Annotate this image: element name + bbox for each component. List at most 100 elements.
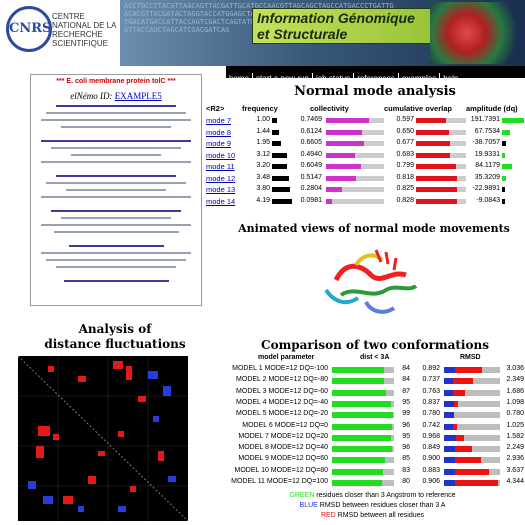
frequency-value: 1.44 <box>256 127 270 135</box>
rmsd-close-segment <box>444 400 455 407</box>
dist-value: 85 <box>402 455 410 463</box>
mode-link[interactable]: mode 7 <box>206 116 232 125</box>
cnrs-logo[interactable]: CNRS CENTRE NATIONAL DE LA RECHERCHE SCI… <box>0 0 120 65</box>
comparison-header-model: model parameter <box>258 354 315 361</box>
distance-fluctuation-map <box>18 356 188 521</box>
comparison-header-row: model parameter dist < 3A RMSD <box>220 354 520 364</box>
collectivity-bar <box>326 175 384 181</box>
mode-link[interactable]: mode 14 <box>206 196 236 206</box>
amplitude-value: -38.7057 <box>472 139 500 146</box>
nma-row: mode 9 1.95 0.6605 0.677 -38.7057 <box>206 139 524 149</box>
mode-link[interactable]: mode 13 <box>206 185 236 194</box>
rmsd-bar <box>444 389 500 396</box>
frequency-value: 3.12 <box>256 150 270 158</box>
distance-title-line1: Analysis of <box>78 322 152 336</box>
rmsd-all-segment <box>455 457 481 464</box>
dist-value: 95 <box>402 432 410 440</box>
rmsd-bar <box>444 412 500 419</box>
mode-link[interactable]: mode 9 <box>206 139 232 148</box>
collectivity-bar <box>326 187 384 192</box>
distance-title-line2: distance fluctuations <box>44 337 186 351</box>
collectivity-bar <box>326 129 384 135</box>
thumbnail-heading: *** E. coli membrane protein tolC *** <box>56 78 176 85</box>
overlap-value: 0.650 <box>396 127 414 135</box>
rmsd-all-segment <box>454 400 458 407</box>
frequency-value: 1.00 <box>256 116 270 123</box>
thumbnail-id-link[interactable]: EXAMPLE5 <box>114 91 162 101</box>
nav-home[interactable]: home <box>226 73 254 85</box>
dist-value: 87 <box>402 387 410 395</box>
model-parameter: MODEL 10 MODE=12 DQ=80 <box>234 466 328 474</box>
model-parameter: MODEL 2 MODE=12 DQ=-80 <box>236 376 328 384</box>
frequency-bar <box>272 118 277 123</box>
thumbnail-text-line <box>56 175 176 177</box>
rmsd-bar <box>444 400 500 407</box>
dist-value: 96 <box>402 444 410 452</box>
collectivity-bar <box>326 118 384 123</box>
overlap-bar <box>416 187 466 192</box>
dist-value: 96 <box>402 421 410 429</box>
mode-link[interactable]: mode 12 <box>206 173 236 183</box>
comparison-row: MODEL 11 MODE=12 DQ=100 80 0.906 4.344 <box>220 478 525 489</box>
rmsd-all-segment <box>456 434 464 441</box>
amplitude-bar <box>502 129 510 135</box>
collectivity-value: 0.6605 <box>300 139 322 146</box>
rmsd-all-value: 1.098 <box>506 398 524 406</box>
thumbnail-text-line <box>46 182 186 184</box>
amplitude-value: 191.7391 <box>470 116 500 123</box>
comparison-row: MODEL 8 MODE=12 DQ=40 96 0.849 2.249 <box>220 444 525 455</box>
dist-value: 84 <box>402 365 410 372</box>
nav-help[interactable]: help <box>443 74 459 83</box>
nav-references[interactable]: references <box>354 73 399 85</box>
rmsd-all-segment <box>453 378 474 385</box>
rmsd-close-value: 0.849 <box>422 444 440 452</box>
rmsd-close-segment <box>444 412 454 419</box>
mode-link[interactable]: mode 11 <box>206 162 235 171</box>
rmsd-close-value: 0.780 <box>422 410 440 418</box>
rmsd-all-value: 1.025 <box>506 421 524 429</box>
collectivity-value: 0.2804 <box>300 185 322 192</box>
rmsd-all-value: 2.249 <box>506 444 524 452</box>
frequency-value: 4.19 <box>256 196 270 204</box>
rmsd-close-value: 0.737 <box>422 376 440 384</box>
nav-examples[interactable]: examples <box>399 73 441 85</box>
collectivity-value: 0.7469 <box>300 116 322 123</box>
collectivity-bar <box>326 152 384 158</box>
mode-link[interactable]: mode 10 <box>206 150 236 160</box>
thumbnail-text-line <box>41 196 191 198</box>
frequency-bar <box>272 152 287 158</box>
nav-start-new-run[interactable]: start a new run <box>253 73 313 85</box>
thumbnail-id: elNémo ID: EXAMPLE5 <box>31 91 201 101</box>
banner-title: Information Génomique et Structurale <box>252 8 432 44</box>
nma-row: mode 7 1.00 0.7469 0.597 191.7391 <box>206 116 524 126</box>
model-parameter: MODEL 5 MODE=12 DQ=-20 <box>236 410 328 418</box>
nma-title: Normal mode analysis <box>294 84 456 99</box>
model-parameter: MODEL 4 MODE=12 DQ=-40 <box>236 398 328 406</box>
protein-structure-image[interactable] <box>316 240 426 325</box>
collectivity-value: 0.6049 <box>300 162 322 169</box>
model-parameter: MODEL 1 MODE=12 DQ=-100 <box>232 365 328 372</box>
nav-job-status[interactable]: job status <box>313 73 355 85</box>
comparison-row: MODEL 4 MODE=12 DQ=-40 95 0.837 1.098 <box>220 399 525 410</box>
model-parameter: MODEL 7 MODE=12 DQ=20 <box>238 432 328 440</box>
cnrs-emblem: CNRS <box>6 6 52 52</box>
amplitude-value: 67.7534 <box>474 127 500 135</box>
nav-bar: home start a new run job status references e… <box>226 66 525 85</box>
collectivity-bar <box>326 141 384 146</box>
legend-red: RED RMSD between all residues <box>220 512 525 519</box>
comparison-row: MODEL 6 MODE=12 DQ=0 96 0.742 1.025 <box>220 422 525 433</box>
nma-header-mode: <R2> <box>206 104 225 113</box>
amplitude-bar <box>502 164 512 169</box>
dist-bar <box>332 457 394 464</box>
legend-red-word: RED <box>320 512 336 519</box>
thumbnail-text-line <box>41 140 191 142</box>
thumbnail-id-label: elNémo ID: <box>70 91 113 101</box>
rmsd-close-segment <box>444 457 456 464</box>
dist-bar <box>332 367 394 373</box>
rmsd-all-value: 1.582 <box>506 432 524 440</box>
mode-link[interactable]: mode 8 <box>206 127 232 137</box>
amplitude-value: 84.1179 <box>475 162 500 169</box>
amplitude-value: -9.0843 <box>476 196 500 204</box>
thumbnail-text-line <box>51 147 181 149</box>
amplitude-bar <box>502 141 507 146</box>
